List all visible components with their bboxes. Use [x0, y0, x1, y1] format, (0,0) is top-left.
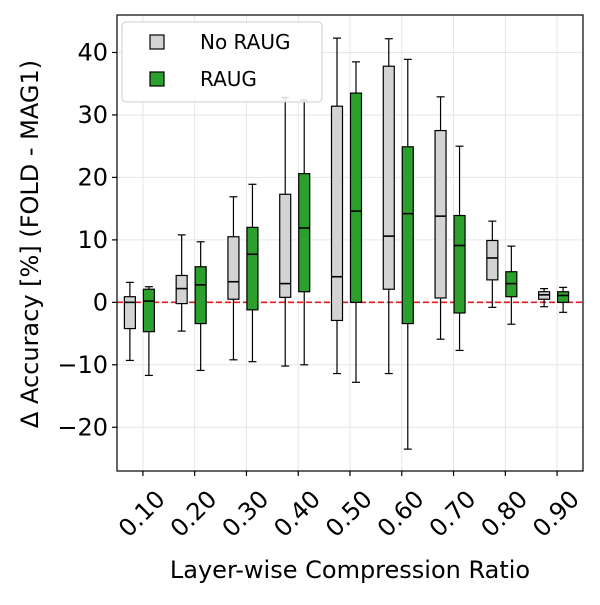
box-no-raug-0.10 [123, 281, 136, 362]
box-raug-0.90 [557, 286, 570, 313]
box-body [349, 92, 363, 303]
box-body [194, 266, 207, 325]
y-tick-label: 10 [77, 226, 108, 254]
y-tick-label: 20 [77, 163, 108, 191]
box-no-raug-0.30 [227, 196, 240, 361]
box-body [434, 129, 447, 299]
box-raug-0.80 [505, 245, 518, 325]
y-tick-label: −10 [57, 351, 108, 379]
box-body [557, 291, 570, 303]
box-body [123, 296, 136, 330]
x-tick-label: 0.20 [165, 485, 223, 543]
box-no-raug-0.60 [382, 38, 395, 375]
box-body [382, 65, 395, 290]
box-body [279, 193, 292, 298]
box-raug-0.70 [453, 145, 466, 352]
box-raug-0.30 [246, 183, 259, 363]
x-tick-label: 0.70 [424, 485, 482, 543]
box-raug-0.20 [194, 241, 207, 372]
x-tick-label: 0.40 [268, 485, 326, 543]
box-raug-0.10 [142, 286, 155, 377]
legend: No RAUG RAUG [121, 21, 323, 103]
y-tick-label: 40 [77, 38, 108, 66]
y-axis-label: Δ Accuracy [%] (FOLD - MAG1) [16, 60, 44, 428]
box-body [175, 274, 188, 305]
box-body [142, 288, 155, 333]
box-raug-0.50 [349, 61, 363, 383]
box-no-raug-0.70 [434, 96, 447, 340]
box-no-raug-0.90 [538, 288, 551, 308]
box-body [227, 236, 240, 300]
box-no-raug-0.40 [279, 96, 292, 367]
box-raug-0.60 [401, 58, 414, 450]
legend-label: RAUG [200, 67, 257, 91]
box-body [453, 214, 466, 314]
x-tick-label: 0.80 [476, 485, 534, 543]
box-raug-0.40 [298, 99, 311, 366]
box-body [298, 173, 311, 293]
x-axis-label: Layer-wise Compression Ratio [170, 556, 530, 584]
box-body [330, 105, 344, 322]
box-body [246, 226, 259, 311]
y-tick-label: −20 [57, 413, 108, 441]
x-tick-label: 0.10 [113, 485, 171, 543]
legend-label: No RAUG [200, 30, 290, 54]
y-tick-label: 0 [93, 288, 108, 316]
legend-box [121, 21, 323, 103]
box-no-raug-0.20 [175, 234, 188, 332]
boxes-layer [117, 37, 583, 450]
x-tick-label: 0.60 [372, 485, 430, 543]
x-tick-label: 0.50 [320, 485, 378, 543]
x-tick-label: 0.90 [527, 485, 585, 543]
legend-swatch-raug [149, 71, 165, 87]
box-body [401, 146, 414, 325]
box-no-raug-0.50 [330, 37, 344, 375]
legend-swatch-no-raug [149, 34, 165, 50]
y-tick-label: 30 [77, 101, 108, 129]
x-tick-label: 0.30 [217, 485, 275, 543]
box-body [486, 239, 499, 281]
box-no-raug-0.80 [486, 220, 499, 308]
